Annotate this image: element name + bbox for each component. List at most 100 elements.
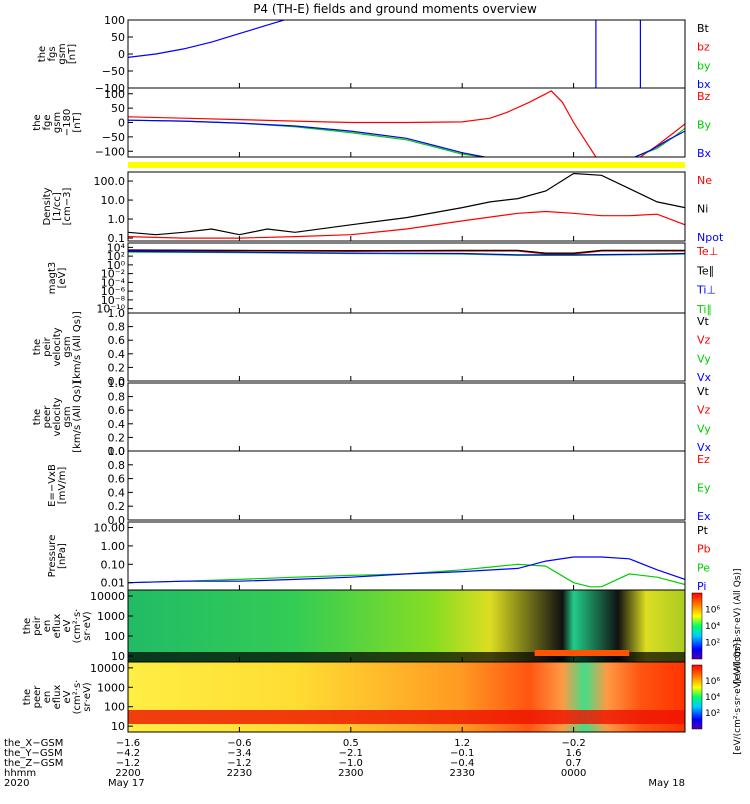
panel-frame bbox=[127, 661, 686, 733]
y-tick-label: 1000 bbox=[97, 681, 125, 694]
footer-value: −1.0 bbox=[339, 758, 363, 769]
footer-value: −0.4 bbox=[450, 758, 474, 769]
y-axis-label: [nT] bbox=[67, 44, 78, 64]
series-line-Bx bbox=[634, 130, 685, 157]
y-axis-label: the bbox=[22, 689, 33, 705]
series-line-Ti⊥ bbox=[128, 250, 685, 256]
y-tick-label: 0.4 bbox=[108, 418, 126, 431]
y-axis-label: the bbox=[37, 46, 48, 62]
y-tick-label: 100 bbox=[104, 701, 125, 714]
footer-value: 1.6 bbox=[566, 748, 582, 759]
panel-frame bbox=[127, 312, 686, 382]
colorbar-tick-label: 10⁶ bbox=[705, 606, 720, 616]
y-tick-label: 0.4 bbox=[108, 348, 126, 361]
y-tick-label: −50 bbox=[102, 131, 125, 144]
y-axis-label: en bbox=[42, 691, 53, 704]
legend-entry-Ti∥: Ti∥ bbox=[696, 303, 712, 316]
y-axis-label: gsm bbox=[52, 112, 63, 133]
y-axis-label: sr·eV) bbox=[82, 682, 93, 711]
y-tick-label: 1.00 bbox=[101, 540, 126, 553]
legend-entry-Ni: Ni bbox=[697, 203, 708, 216]
y-axis-label: velocity bbox=[52, 397, 63, 436]
y-axis-label: magt3 bbox=[47, 262, 58, 295]
y-tick-label: 0.0 bbox=[108, 375, 126, 388]
y-tick-label: 0.2 bbox=[108, 361, 126, 374]
footer-value: 2330 bbox=[449, 768, 474, 779]
y-tick-label: −50 bbox=[102, 65, 125, 78]
footer-value: −1.6 bbox=[116, 738, 140, 749]
y-tick-label: 50 bbox=[111, 31, 125, 44]
panel-frame bbox=[127, 450, 686, 521]
series-line-By bbox=[128, 119, 485, 157]
y-axis-label: [nT] bbox=[72, 112, 83, 132]
legend-entry-bz: bz bbox=[697, 41, 710, 54]
figure-title: P4 (TH-E) fields and ground moments over… bbox=[253, 2, 537, 16]
legend-entry-Bt: Bt bbox=[697, 22, 710, 35]
y-tick-label: 10 bbox=[111, 720, 125, 733]
footer-value: 1.2 bbox=[454, 738, 470, 749]
footer-value: 2300 bbox=[338, 768, 363, 779]
y-tick-label: 0.6 bbox=[108, 334, 126, 347]
colorbar bbox=[691, 664, 703, 730]
y-tick-label: 10⁻⁸ bbox=[101, 294, 126, 307]
y-tick-label: 0.2 bbox=[108, 431, 126, 444]
legend-entry-Vy: Vy bbox=[697, 352, 711, 365]
legend-entry-Vy: Vy bbox=[697, 422, 711, 435]
y-tick-label: 0.6 bbox=[108, 473, 126, 486]
legend-entry-Ne: Ne bbox=[697, 174, 712, 187]
y-tick-label: 50 bbox=[111, 102, 125, 115]
footer-value: May 18 bbox=[648, 778, 685, 789]
colorbar-label: [eV/(cm²·s·sr·eV) (All Qs)] bbox=[733, 568, 743, 683]
y-axis-label: (cm²·s· bbox=[72, 680, 83, 715]
y-axis-label: E=−VxB bbox=[47, 464, 58, 507]
y-axis-label: [km/s (All Qs)] bbox=[72, 381, 83, 453]
legend-entry-Pi: Pi bbox=[697, 580, 706, 593]
y-tick-label: 0.8 bbox=[108, 321, 126, 334]
y-axis-label: peer bbox=[32, 685, 43, 709]
footer-value: −1.2 bbox=[227, 758, 251, 769]
legend-entry-Npot: Npot bbox=[697, 231, 724, 244]
y-axis-label: eV bbox=[62, 690, 73, 703]
legend-entry-Pb: Pb bbox=[697, 543, 711, 556]
low-energy-band bbox=[128, 710, 685, 724]
panel-frame bbox=[127, 171, 686, 242]
y-tick-label: 0.8 bbox=[108, 459, 126, 472]
y-axis-label: peer bbox=[42, 405, 53, 429]
y-axis-label: the bbox=[22, 618, 33, 634]
y-tick-label: 0.10 bbox=[101, 558, 126, 571]
y-tick-label: −100 bbox=[95, 82, 125, 95]
y-tick-label: 10⁰ bbox=[107, 259, 126, 272]
series-line-Te∥ bbox=[128, 249, 685, 254]
y-axis-label: eflux bbox=[52, 685, 63, 710]
footer-value: −4.2 bbox=[116, 748, 140, 759]
y-axis-label: Density bbox=[42, 187, 53, 225]
footer-value: −0.1 bbox=[450, 748, 474, 759]
y-tick-label: 0 bbox=[118, 48, 125, 61]
colorbar-tick-label: 10⁴ bbox=[705, 693, 720, 703]
y-tick-label: 10.0 bbox=[101, 194, 126, 207]
y-tick-label: 100 bbox=[104, 88, 125, 101]
y-tick-label: 0.0 bbox=[108, 445, 126, 458]
series-line-Ni bbox=[128, 172, 685, 236]
y-axis-label: en bbox=[42, 620, 53, 633]
y-tick-label: 1.0 bbox=[108, 377, 126, 390]
y-axis-label: gsm bbox=[62, 336, 73, 357]
y-axis-label: sr·eV) bbox=[82, 611, 93, 640]
y-tick-label: 10⁴ bbox=[107, 241, 126, 254]
footer-row-label: the_Z−GSM bbox=[4, 758, 63, 769]
y-axis-label: peir bbox=[42, 336, 53, 356]
panel-pressure: 10.00 1.00 0.10 0.01 Pressure [nPa] Pt Pb Pe Pi bbox=[47, 521, 711, 593]
y-tick-label: 10⁻¹⁰ bbox=[96, 303, 125, 316]
legend-entry-Ti⊥: Ti⊥ bbox=[696, 284, 716, 297]
y-tick-label: 10000 bbox=[90, 590, 125, 603]
series-line-Bx bbox=[128, 119, 485, 157]
colorbar-tick-label: 10² bbox=[705, 639, 720, 649]
y-tick-label: 10⁻² bbox=[101, 268, 125, 281]
y-axis-label: [mV/m] bbox=[57, 467, 68, 505]
colorbar-tick-label: 10⁶ bbox=[705, 677, 720, 687]
legend-entry-Bz: Bz bbox=[697, 90, 711, 103]
y-tick-label: 10⁻⁶ bbox=[101, 285, 126, 298]
